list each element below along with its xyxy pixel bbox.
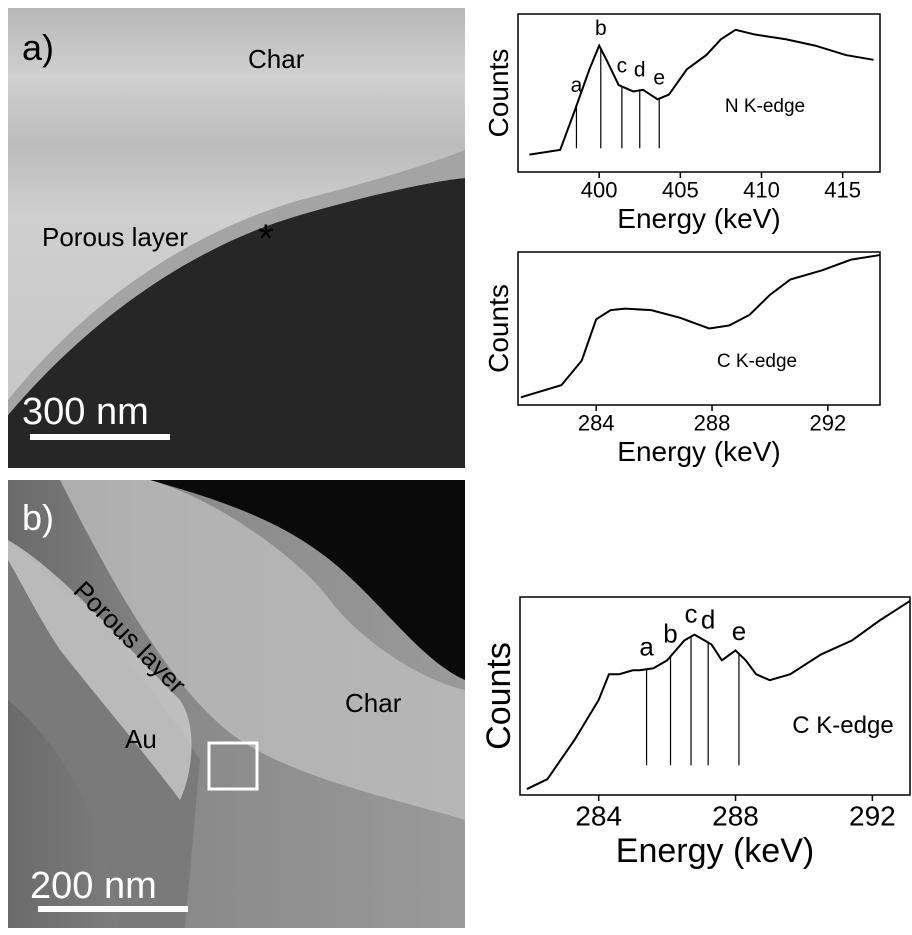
label-porous: Porous layer [42, 222, 188, 252]
plot-frame [519, 596, 911, 796]
x-tick-label: 288 [694, 411, 731, 436]
dark-region [8, 178, 465, 468]
peak-label: b [663, 618, 677, 648]
char-band [60, 480, 465, 820]
y-axis-label: Counts [483, 284, 514, 373]
x-axis-label: Energy (keV) [617, 203, 780, 234]
spectrum-line [520, 254, 881, 399]
annotation: N K-edge [725, 96, 805, 117]
y-axis-label: Counts [480, 642, 518, 750]
x-tick-label: 405 [662, 178, 699, 203]
peak-label: d [701, 605, 715, 635]
peak-label: e [653, 67, 665, 90]
x-tick-label: 292 [849, 800, 896, 831]
spectrum-line [529, 28, 874, 156]
scale-bar-label: 200 nm [30, 865, 157, 907]
x-tick-label: 284 [575, 800, 622, 831]
x-tick-label: 400 [581, 178, 618, 203]
scale-bar [38, 906, 188, 912]
x-tick-label: 292 [810, 411, 847, 436]
x-tick-label: 415 [824, 178, 861, 203]
asterisk: * [258, 217, 274, 261]
peak-label: a [571, 74, 583, 97]
x-tick-label: 284 [578, 411, 615, 436]
label-char: Char [345, 688, 402, 718]
peak-label: b [595, 17, 607, 40]
spectrum-line [526, 600, 911, 790]
panel-label: a) [22, 27, 54, 68]
y-axis-label: Counts [483, 49, 514, 138]
peak-label: a [639, 631, 654, 661]
porous-band [8, 150, 465, 415]
x-axis-label: Energy (keV) [616, 832, 814, 870]
panel-label: b) [22, 497, 54, 538]
x-axis-label: Energy (keV) [617, 436, 780, 467]
au-particles [8, 540, 192, 800]
peak-label: c [617, 55, 628, 78]
x-tick-label: 288 [712, 800, 759, 831]
dark-region [150, 480, 465, 680]
peak-label: c [685, 599, 698, 629]
plot-frame [517, 251, 881, 406]
peak-label: d [634, 58, 646, 81]
peak-label: e [732, 616, 746, 646]
scale-bar [30, 434, 170, 440]
plot-frame [517, 13, 881, 173]
label-au: Au [125, 724, 157, 754]
roi-box [207, 741, 259, 791]
annotation: C K-edge [717, 351, 797, 372]
annotation: C K-edge [792, 712, 893, 739]
x-tick-label: 410 [743, 178, 780, 203]
scale-bar-label: 300 nm [22, 391, 149, 433]
label-char: Char [248, 44, 305, 74]
